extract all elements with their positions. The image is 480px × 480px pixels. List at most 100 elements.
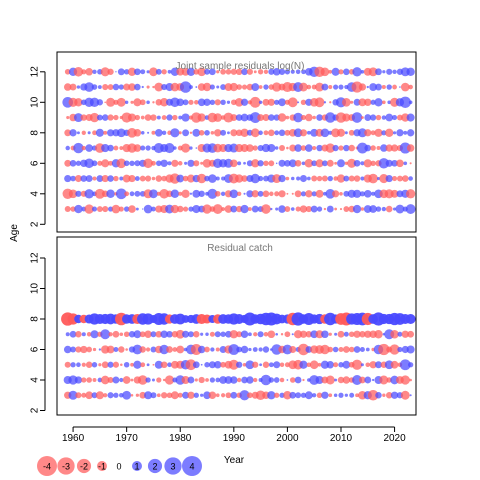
top-panel-bubble (328, 69, 333, 74)
top-panel-bubble (299, 82, 308, 92)
top-panel-bubble (285, 115, 290, 120)
bottom-panel-bubble (328, 332, 332, 336)
top-y-tick-label: 6 (30, 160, 41, 166)
bottom-panel-bubble (85, 361, 93, 369)
top-panel-bubble (360, 207, 365, 211)
top-panel-bubble (134, 190, 141, 197)
bottom-panel-bubble (253, 332, 258, 337)
bottom-panel-bubble (338, 362, 344, 368)
bottom-panel-bubble (291, 333, 294, 336)
bottom-panel-bubble (397, 331, 403, 337)
bottom-panel-bubble (86, 346, 93, 353)
top-panel-bubble (171, 159, 179, 167)
top-panel-bubble (351, 112, 363, 123)
bottom-panel-bubble (247, 332, 252, 337)
top-panel-bubble (240, 144, 249, 153)
top-panel-bubble (203, 98, 211, 106)
top-panel-bubble (96, 99, 104, 106)
top-panel-bubble (278, 159, 286, 167)
top-panel-bubble (343, 144, 350, 152)
top-panel-bubble (364, 98, 372, 107)
top-panel-bubble (257, 190, 264, 197)
bottom-panel-bubble (123, 362, 130, 368)
top-panel-bubble (325, 143, 335, 153)
top-panel-bubble (338, 84, 344, 90)
bottom-panel-bubble (125, 348, 128, 351)
top-panel-bubble (151, 206, 156, 212)
top-panel-bubble (320, 67, 330, 77)
bottom-panel-bubble (213, 360, 222, 369)
top-panel-bubble (235, 114, 243, 121)
bottom-panel-bubble (80, 345, 88, 354)
bottom-panel-bubble (309, 360, 319, 370)
top-panel-bubble (360, 176, 365, 181)
top-panel-bubble (224, 205, 233, 213)
top-panel-bubble (301, 161, 306, 166)
bottom-panel-bubble (108, 332, 113, 337)
top-panel-bubble (379, 173, 389, 184)
top-y-tick-label: 2 (30, 221, 41, 227)
top-panel-bubble (144, 114, 152, 121)
bottom-panel-bubble (294, 376, 302, 384)
top-panel-bubble (382, 70, 386, 74)
top-panel-bubble (336, 128, 346, 137)
top-panel-bubble (262, 98, 270, 106)
top-panel-bubble (212, 204, 223, 214)
bottom-panel-bubble (161, 392, 168, 399)
top-panel-bubble (333, 84, 339, 90)
bottom-panel-bubble (154, 360, 163, 369)
top-y-axis: 2 4 6 8 10 12 (30, 66, 46, 227)
top-panel-bubble (134, 68, 141, 76)
top-panel-bubble (381, 84, 386, 90)
bottom-panel-bubble (342, 376, 351, 384)
top-panel-bubble (70, 175, 76, 182)
bottom-panel-bubble (130, 378, 134, 382)
bottom-panel-bubble (75, 331, 82, 338)
top-panel-bubble (336, 174, 346, 183)
top-panel-bubble (249, 96, 261, 108)
bottom-panel-bubble (68, 375, 78, 385)
top-panel-bubble (113, 145, 119, 151)
bottom-panel-bubble (364, 330, 372, 338)
bottom-panel-bubble (259, 363, 263, 367)
bottom-panel-bubble (113, 392, 119, 398)
top-panel-bubble (241, 175, 248, 182)
bottom-panel-bubble (91, 362, 98, 368)
top-panel-bubble (89, 112, 100, 123)
top-panel-bubble (127, 67, 137, 76)
top-panel-bubble (268, 160, 275, 167)
bottom-panel-bubble (92, 378, 97, 382)
top-panel-bubble (133, 129, 142, 137)
bottom-panel-bubble (146, 363, 150, 367)
top-panel-bubble (363, 159, 372, 168)
top-panel-bubble (359, 191, 366, 197)
bottom-panel-bubble (139, 331, 146, 338)
top-panel-bubble (263, 130, 269, 136)
y-axis-label: Age (9, 224, 20, 242)
top-panel-bubble (392, 131, 397, 135)
top-panel-bubble (251, 190, 259, 198)
bottom-panel-bubble (166, 346, 173, 353)
top-panel-bubble (263, 84, 269, 90)
top-panel-bubble (299, 205, 308, 213)
bottom-panel-bubble (284, 331, 291, 338)
bottom-panel-bubble (379, 375, 389, 385)
top-panel-bubble (284, 159, 291, 167)
top-panel-bubble (315, 189, 324, 198)
top-panel-bubble (337, 159, 345, 168)
top-panel-bubble (64, 68, 71, 75)
top-panel-frame (56, 51, 417, 233)
bottom-panel-bubble (172, 347, 178, 352)
bottom-panel-bubble (390, 329, 399, 339)
bottom-panel-bubble (262, 361, 270, 368)
bottom-panel-bubble (197, 345, 206, 354)
top-panel-bubble (288, 159, 297, 168)
bottom-panel-bubble (400, 375, 410, 385)
top-panel-bubble (310, 205, 318, 213)
bottom-panel-bubble (215, 347, 220, 352)
bottom-panel-bubble (247, 392, 253, 399)
bottom-panel-bubble (190, 344, 202, 355)
top-panel-bubble (291, 192, 294, 195)
top-panel-bubble (246, 68, 253, 75)
top-panel-bubble (189, 131, 193, 135)
